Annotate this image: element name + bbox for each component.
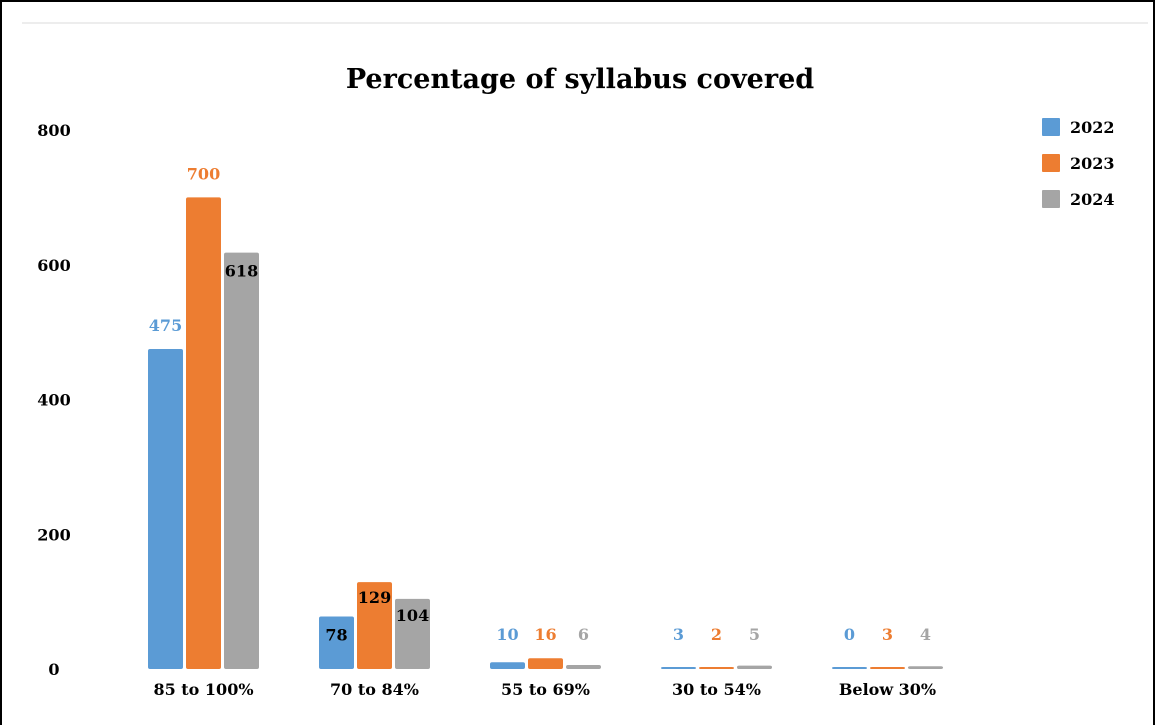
bar	[661, 666, 696, 669]
data-label: 3	[673, 625, 684, 644]
data-label: 0	[844, 625, 855, 644]
x-tick-label: 55 to 69%	[501, 680, 590, 699]
data-label: 129	[358, 588, 391, 607]
x-axis: 85 to 100% 70 to 84% 55 to 69% 30 to 54% Bel…	[153, 680, 936, 699]
bar	[357, 582, 392, 669]
data-label: 5	[749, 625, 760, 644]
data-label: 700	[187, 164, 220, 183]
legend-swatch	[1042, 118, 1060, 136]
top-divider	[22, 22, 1148, 24]
x-tick-label: 30 to 54%	[672, 680, 761, 699]
bar	[699, 667, 734, 669]
x-tick-label: 70 to 84%	[330, 680, 419, 699]
legend-label: 2022	[1070, 118, 1115, 137]
y-tick-label: 0	[48, 660, 59, 679]
data-label: 2	[711, 625, 722, 644]
bar-group: 0 3 4	[832, 625, 943, 669]
bar	[490, 662, 525, 669]
y-axis: 0 200 400 600 800	[37, 121, 70, 679]
data-label: 16	[534, 625, 556, 644]
legend-label: 2024	[1070, 190, 1115, 209]
y-tick-label: 400	[37, 391, 70, 410]
bar	[908, 666, 943, 669]
bar	[566, 664, 601, 669]
y-tick-label: 800	[37, 121, 70, 140]
legend-swatch	[1042, 190, 1060, 208]
data-label: 4	[920, 625, 931, 644]
legend-swatch	[1042, 154, 1060, 172]
data-label: 618	[225, 262, 258, 281]
bar-group: 10 16 6	[490, 625, 601, 669]
data-label: 475	[149, 316, 182, 335]
chart-title: Percentage of syllabus covered	[346, 64, 814, 95]
data-label: 10	[496, 625, 518, 644]
y-tick-label: 600	[37, 256, 70, 275]
y-tick-label: 200	[37, 525, 70, 544]
bar	[528, 658, 563, 669]
bar-group: 475 700 618	[148, 164, 259, 669]
legend: 2022 2023 2024	[1042, 118, 1115, 209]
bar	[395, 598, 430, 669]
bar-group: 3 2 5	[661, 625, 772, 669]
bars: 475 700 618 78 129 104 10 16 6 3 2 5 0 3 4	[148, 164, 943, 669]
bar	[870, 666, 905, 669]
data-label: 3	[882, 625, 893, 644]
bar-group: 78 129 104	[319, 582, 430, 669]
bar	[186, 197, 221, 669]
bar	[148, 348, 183, 669]
bar	[224, 252, 259, 669]
x-tick-label: Below 30%	[839, 680, 936, 699]
x-tick-label: 85 to 100%	[153, 680, 253, 699]
bar	[832, 667, 867, 669]
data-label: 104	[396, 606, 429, 625]
data-label: 78	[325, 625, 347, 644]
data-label: 6	[578, 625, 589, 644]
bar	[737, 665, 772, 669]
legend-label: 2023	[1070, 154, 1115, 173]
bar	[319, 616, 354, 669]
